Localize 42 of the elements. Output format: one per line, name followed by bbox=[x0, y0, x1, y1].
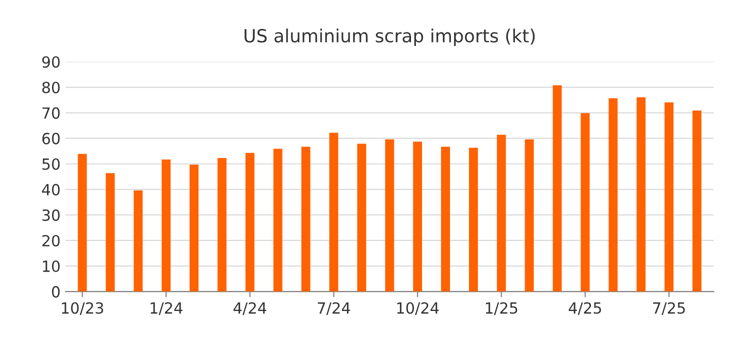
x-tick-label: 7/25 bbox=[653, 302, 685, 315]
y-tick-label: 40 bbox=[42, 184, 60, 196]
bar bbox=[441, 146, 450, 292]
bar bbox=[580, 113, 590, 292]
y-tick-label: 30 bbox=[42, 209, 60, 221]
bar bbox=[273, 148, 282, 292]
bar bbox=[468, 148, 478, 292]
bar bbox=[664, 102, 674, 292]
bar bbox=[608, 98, 618, 292]
y-tick-label: 0 bbox=[52, 286, 60, 298]
bar bbox=[636, 97, 646, 292]
bar bbox=[329, 132, 338, 292]
bar bbox=[357, 144, 366, 292]
bar bbox=[134, 190, 143, 292]
bar bbox=[218, 158, 226, 292]
bar bbox=[385, 139, 394, 292]
bar bbox=[413, 142, 422, 292]
bar bbox=[552, 85, 562, 292]
bar bbox=[245, 152, 254, 292]
y-tick-label: 50 bbox=[42, 158, 60, 170]
x-tick-label: 7/24 bbox=[318, 302, 350, 315]
y-tick-label: 70 bbox=[42, 107, 60, 119]
x-tick-label: 1/24 bbox=[150, 302, 182, 315]
y-tick-label: 90 bbox=[42, 56, 60, 68]
x-tick-label: 1/25 bbox=[486, 302, 518, 315]
y-tick-label: 80 bbox=[42, 82, 60, 94]
x-tick-label: 4/24 bbox=[234, 302, 266, 315]
y-tick-label: 60 bbox=[42, 132, 60, 144]
bar bbox=[106, 173, 115, 292]
y-tick-label: 10 bbox=[42, 260, 60, 272]
bar bbox=[496, 134, 506, 292]
y-tick-label: 20 bbox=[42, 234, 60, 247]
bar bbox=[301, 146, 310, 292]
bar bbox=[524, 139, 534, 292]
x-tick-label: 10/23 bbox=[62, 302, 104, 315]
bar bbox=[190, 164, 199, 292]
chart-title: US aluminium scrap imports (kt) bbox=[244, 28, 535, 46]
x-tick-label: 4/25 bbox=[568, 302, 602, 315]
bar bbox=[162, 160, 171, 292]
x-tick-label: 10/24 bbox=[397, 302, 439, 315]
bar bbox=[692, 110, 702, 292]
bar bbox=[78, 154, 87, 292]
